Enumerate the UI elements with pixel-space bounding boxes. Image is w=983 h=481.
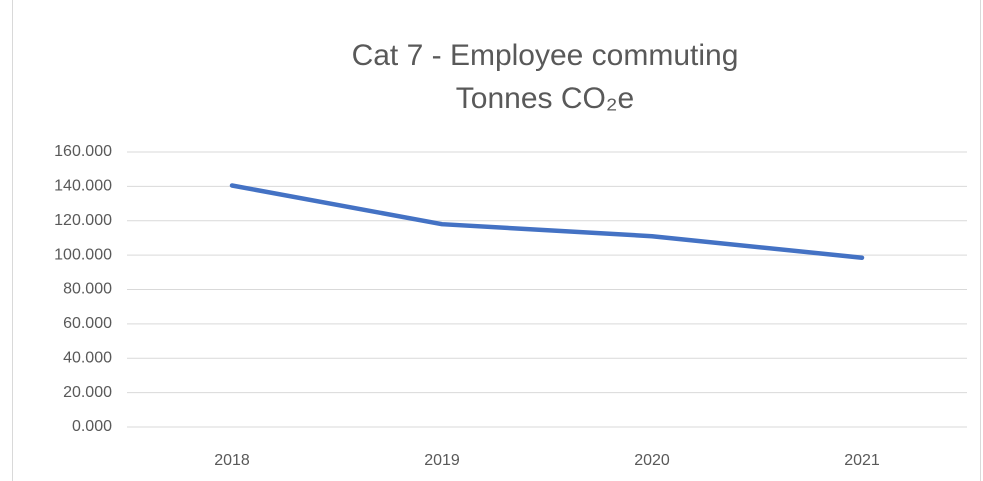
x-tick-label: 2018 [214,452,250,469]
y-tick-label: 80.000 [63,281,112,298]
y-tick-label: 160.000 [54,143,112,160]
y-tick-label: 40.000 [63,349,112,366]
chart-title: Cat 7 - Employee commuting [352,39,739,72]
y-tick-label: 100.000 [54,246,112,263]
y-tick-label: 140.000 [54,178,112,195]
y-tick-label: 60.000 [63,315,112,332]
y-tick-label: 120.000 [54,212,112,229]
y-tick-label: 20.000 [63,384,112,401]
chart-subtitle: Tonnes CO₂e [456,82,634,115]
x-tick-label: 2020 [634,452,670,469]
x-tick-label: 2019 [424,452,460,469]
data-line [229,183,865,260]
y-tick-label: 0.000 [72,418,112,435]
x-tick-label: 2021 [844,452,880,469]
chart-frame [12,0,981,481]
